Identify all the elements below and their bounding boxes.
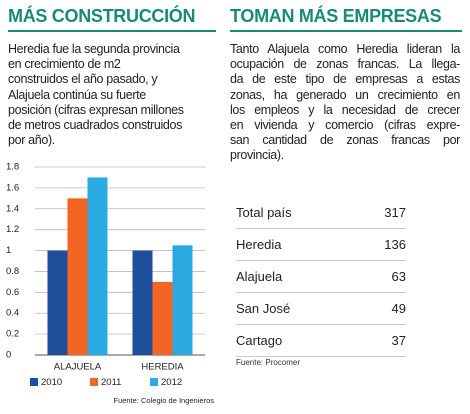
legend-label: 2011: [101, 377, 121, 388]
table-row: San José 49: [236, 292, 406, 325]
bar: [152, 281, 173, 355]
legend-swatch: [90, 378, 98, 386]
x-tick-label: ALAJUELA: [54, 362, 102, 373]
row-label: Total país: [236, 204, 292, 220]
row-value: 49: [391, 300, 406, 316]
text-line: de metros cuadrados construidos: [8, 118, 182, 133]
text-line: en crecimiento de m2: [8, 57, 121, 72]
row-value: 136: [384, 236, 406, 252]
right-text: Tanto Alajuela como Heredia lideran la oc…: [230, 42, 460, 164]
y-tick-label: 0.6: [6, 287, 19, 298]
x-tick-label: HEREDIA: [141, 362, 184, 373]
text-line: provincia).: [230, 148, 284, 163]
y-tick-label: 0.4: [6, 308, 19, 319]
text-line: por año).: [8, 133, 55, 148]
y-tick-label: 1.2: [6, 224, 19, 235]
row-label: San José: [236, 300, 291, 316]
row-label: Heredia: [236, 236, 282, 252]
y-tick-label: 0.2: [6, 329, 19, 340]
left-text: Heredia fue la segunda provincia en creci…: [8, 42, 220, 148]
bar: [172, 245, 193, 355]
row-label: Alajuela: [236, 268, 283, 284]
right-source: Fuente: Procomer: [236, 358, 301, 367]
y-tick-label: 1.8: [6, 162, 19, 173]
bar: [47, 250, 68, 355]
text-line: los empleos y la necesidad de crecer: [230, 102, 460, 117]
bar: [87, 177, 108, 355]
legend-swatch: [30, 378, 38, 386]
legend-label: 2010: [41, 377, 62, 388]
row-value: 37: [391, 332, 406, 348]
text-line: Heredia fue la segunda provincia: [8, 42, 180, 56]
text-line: en vivienda y comercio (cifras expre-: [230, 118, 460, 133]
text-line: ocupación de zonas francas. La llega-: [230, 57, 460, 72]
y-tick-label: 1.6: [6, 182, 19, 193]
right-title: TOMAN MÁS EMPRESAS: [230, 6, 462, 32]
y-tick-label: 1.4: [6, 203, 19, 214]
y-tick-label: 0.8: [6, 266, 19, 277]
row-label: Cartago: [236, 332, 283, 348]
y-tick-label: 1: [6, 245, 11, 256]
legend-swatch: [150, 378, 158, 386]
text-line: posición (cifras expresan millones: [8, 102, 184, 117]
left-title: MÁS CONSTRUCCIÓN: [8, 6, 216, 32]
table-row: Total país 317: [236, 196, 406, 229]
text-line: da de este tipo de empresas a estas: [230, 72, 460, 87]
table-row: Alajuela 63: [236, 260, 406, 293]
chart: 0 0.2 0.4 0.6 0.8 1 1.2 1.4 1.6 1.8 ALAJUELA HEREDI…: [6, 162, 215, 405]
source: Fuente: Colegio de Ingenieros: [114, 396, 215, 405]
legend-label: 2012: [161, 377, 182, 388]
text-line: zonas, ha generado un crecimiento en: [230, 87, 460, 102]
y-tick-label: 0: [6, 350, 11, 361]
text-line: construidos el año pasado, y: [8, 72, 158, 87]
bar: [67, 198, 88, 355]
row-value: 63: [391, 268, 406, 284]
table-row: Heredia 136: [236, 228, 406, 261]
text-line: Alajuela continúa su fuerte: [8, 87, 146, 102]
table-row: Cartago 37: [236, 324, 406, 357]
bar: [132, 250, 153, 355]
row-value: 317: [384, 204, 406, 220]
text-line: san cantidad de zonas francas por: [230, 133, 460, 148]
text-line: Tanto Alajuela como Heredia lideran la: [230, 42, 460, 56]
